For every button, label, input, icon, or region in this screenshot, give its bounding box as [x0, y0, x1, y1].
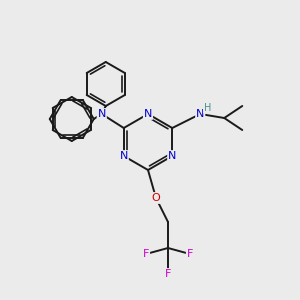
Text: F: F — [165, 269, 171, 279]
Text: N: N — [98, 109, 106, 119]
Text: O: O — [152, 193, 160, 203]
Text: N: N — [168, 151, 176, 161]
Text: N: N — [196, 109, 204, 119]
Text: N: N — [120, 151, 128, 161]
Text: F: F — [143, 249, 149, 259]
Text: H: H — [204, 103, 211, 113]
Text: N: N — [144, 109, 152, 119]
Text: F: F — [187, 249, 193, 259]
